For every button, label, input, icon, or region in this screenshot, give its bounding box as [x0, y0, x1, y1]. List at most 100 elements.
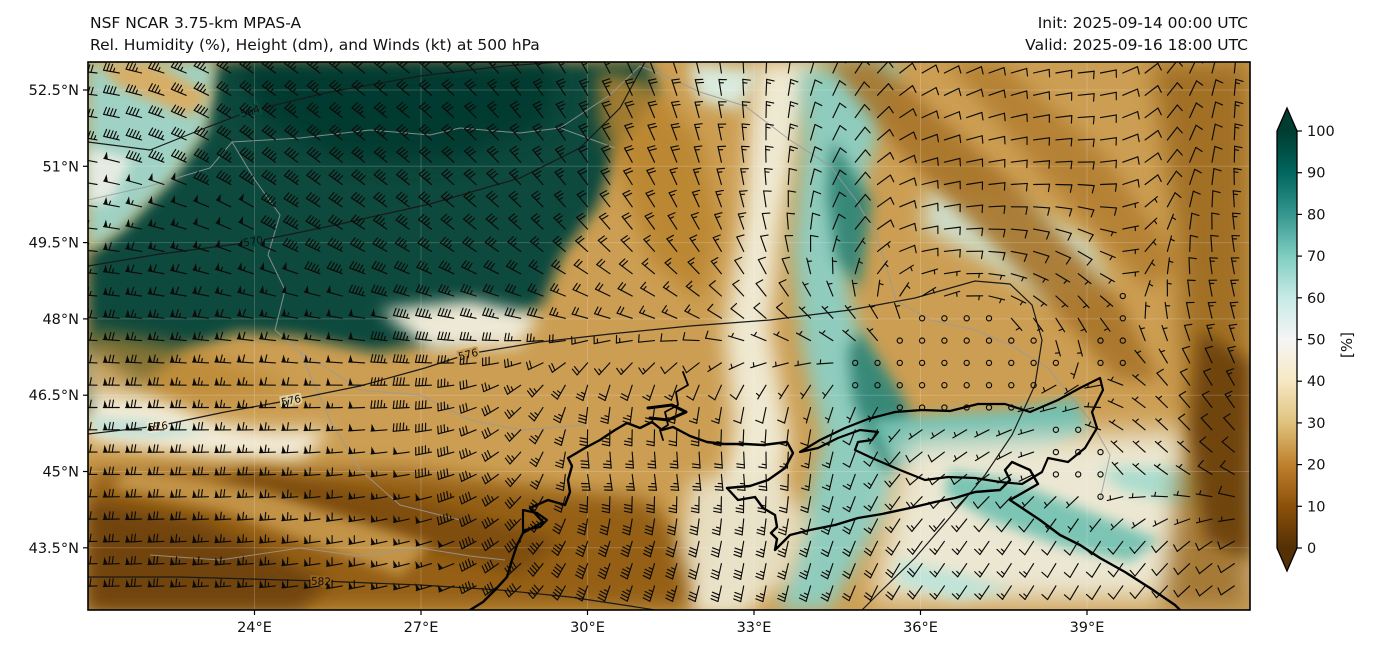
calm-circle [1075, 448, 1082, 456]
wind-barb [415, 307, 433, 319]
wind-barb [670, 473, 680, 491]
wind-barb [216, 147, 232, 163]
wind-barb [415, 445, 433, 456]
wind-barb [1099, 317, 1111, 332]
wind-barb [215, 216, 232, 230]
wind-barb [1189, 102, 1204, 119]
wind-barb [1055, 295, 1069, 308]
wind-barb [884, 451, 901, 465]
wind-barb [102, 578, 120, 588]
wind-barb [147, 286, 165, 297]
wind-barb [832, 213, 846, 230]
wind-barb [1106, 495, 1124, 502]
wind-barb [820, 518, 834, 535]
wind-barb [102, 84, 120, 96]
wind-barb [741, 123, 751, 141]
wind-barb [927, 451, 945, 463]
wind-barb [787, 62, 795, 74]
wind-barb [777, 540, 789, 558]
wind-barb [736, 473, 746, 491]
wind-barb [732, 279, 745, 297]
wind-barb [282, 237, 299, 252]
wind-barb [284, 147, 299, 163]
wind-barb [647, 473, 658, 491]
calm-circle [1008, 404, 1015, 411]
wind-barb [481, 332, 499, 342]
wind-barb [461, 260, 477, 275]
calm-circle [1008, 337, 1015, 344]
wind-barb [1085, 585, 1102, 601]
contour-label-576: 576 [147, 420, 169, 434]
wind-barb [1138, 325, 1146, 342]
wind-barb [1107, 376, 1124, 386]
wind-barb [826, 280, 834, 297]
calm-circle [918, 315, 926, 322]
wind-barb [170, 126, 187, 141]
wind-barb [504, 451, 522, 465]
wind-barb [753, 302, 767, 319]
wind-barb [326, 285, 343, 297]
wind-barb [951, 585, 968, 600]
wind-barb [667, 212, 678, 230]
calm-circle [1097, 337, 1104, 344]
wind-barb [625, 473, 635, 491]
wind-barb [260, 215, 276, 230]
wind-barb [764, 167, 773, 186]
wind-barb [504, 496, 522, 509]
wind-barb [557, 62, 566, 74]
wind-barb [601, 122, 612, 141]
y-tick-label: 49.5°N [29, 236, 79, 252]
wind-barb [418, 146, 433, 163]
wind-barb [1099, 273, 1115, 284]
wind-barb [504, 560, 522, 576]
wind-barb [437, 562, 455, 571]
wind-barb [733, 563, 745, 580]
wind-barb [671, 78, 681, 96]
wind-barb [88, 159, 98, 163]
wind-barb [348, 446, 366, 455]
wind-barb [571, 306, 589, 319]
calm-circle [1052, 426, 1060, 433]
wind-barb [191, 444, 210, 453]
wind-barb [1195, 490, 1213, 498]
wind-barb [1232, 190, 1242, 208]
wind-barb [601, 429, 611, 447]
wind-barb [553, 496, 566, 513]
rh-region-bottom-center-pale [680, 470, 810, 610]
wind-barb [418, 101, 433, 119]
wind-barb [1230, 257, 1240, 275]
wind-barb [325, 308, 343, 319]
wind-barb [351, 79, 366, 96]
wind-barb [854, 193, 871, 208]
wind-barb [943, 87, 962, 97]
wind-barb [148, 172, 165, 186]
wind-barb [261, 169, 277, 186]
wind-barb [552, 406, 566, 424]
wind-barb [462, 213, 477, 230]
wind-barb [258, 534, 276, 544]
wind-barb [284, 102, 299, 119]
wind-barb [415, 493, 433, 502]
wind-barb [665, 563, 678, 580]
wind-barb [597, 384, 611, 402]
wind-barb [463, 168, 477, 186]
wind-barb [191, 399, 210, 409]
wind-barb [626, 62, 633, 74]
wind-barb [1110, 440, 1124, 453]
wind-barb [824, 406, 834, 424]
wind-barb [800, 384, 812, 400]
wind-barb [943, 65, 962, 74]
wind-barb [1122, 248, 1140, 255]
wind-barb [88, 200, 98, 208]
wind-barb [928, 496, 945, 509]
wind-barb [1077, 317, 1087, 333]
wind-barb [102, 264, 120, 275]
wind-barb [647, 100, 658, 119]
wind-barb [418, 168, 433, 186]
wind-barb [1010, 159, 1028, 169]
wind-barb [616, 306, 633, 319]
wind-barb [125, 354, 143, 364]
wind-barb [594, 282, 611, 297]
wind-barb [1076, 340, 1083, 357]
wind-barb [348, 377, 366, 386]
